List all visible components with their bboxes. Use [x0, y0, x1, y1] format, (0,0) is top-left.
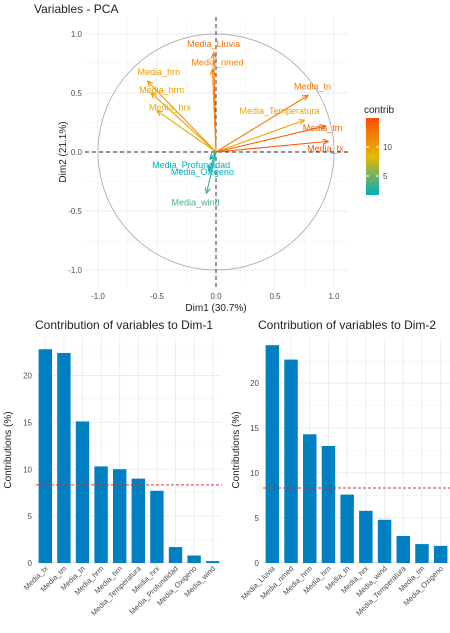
bar-y-tick-label: 5	[255, 514, 260, 523]
bar-media_oxigeno	[433, 545, 448, 563]
pca-y-tick-label: 0.0	[71, 148, 83, 157]
bar-media_tm	[415, 544, 429, 563]
legend-label-5: 5	[383, 172, 388, 181]
bar1-plot-area: 05101520Media_txMedia_tmMedia_tnMedia_hr…	[22, 338, 222, 618]
arrow-media_hrm	[150, 92, 217, 153]
bar-media_tm	[57, 353, 71, 563]
bar-media_nmed	[284, 359, 298, 563]
pca-y-tick-label: -0.5	[68, 207, 82, 216]
pca-xlabel: Dim1 (30.7%)	[185, 303, 246, 314]
pca-variable-arrows	[146, 51, 330, 195]
bar-media_temperatura	[396, 536, 410, 563]
bar-media_wind	[206, 561, 220, 563]
legend-label-10: 10	[383, 143, 392, 152]
pca-ylabel: Dim2 (21.1%)	[58, 121, 69, 182]
arrow-media_tm	[215, 125, 326, 153]
bar-media_tn	[75, 421, 90, 563]
bar-y-tick-label: 15	[250, 424, 259, 433]
bar-media_hrm	[303, 434, 317, 563]
bar-media_hrm	[94, 466, 108, 563]
bar-y-tick-label: 10	[250, 469, 259, 478]
pca-x-tick-label: -0.5	[150, 292, 164, 301]
arrowhead-media_hrx	[155, 109, 164, 117]
bar-y-tick-label: 20	[250, 379, 259, 388]
bar-media_oxigeno	[187, 555, 201, 563]
pca-x-tick-label: -1.0	[91, 292, 105, 301]
pca-variable-labels: Media_Lluvia Media_nmed Media_hrn Media_hrm…	[138, 39, 345, 207]
pca-y-tick-label: 0.5	[71, 89, 83, 98]
label-media_tx: Media_tx	[307, 143, 344, 153]
arrowhead-media_hrm	[150, 92, 158, 99]
bar-media_temperatura	[131, 478, 145, 563]
bar-y-tick-label: 0	[28, 559, 33, 568]
bar2-plot-area: 05101520Media_LluviaMedia_nmedMedia_hrmM…	[239, 338, 450, 618]
pca-variables-chart: Variables - PCA -1.0 -1.0 -0.5 -0.5 0.0 0.0 0.…	[34, 2, 394, 314]
arrowhead-media_hrn	[146, 80, 154, 88]
arrowhead-media_tn	[302, 94, 310, 101]
bar1-ylabel: Contributions (%)	[3, 411, 14, 488]
bar-media_profundidad	[168, 547, 183, 563]
label-media_tm: Media_tm	[303, 123, 343, 133]
arrowhead-media_tx	[322, 138, 330, 145]
label-media_profundidad: Media_Profundidad	[152, 160, 230, 170]
pca-x-tick-label: 1.0	[328, 292, 340, 301]
arrow-media_nmed	[211, 69, 217, 153]
bar-y-tick-label: 15	[23, 418, 32, 427]
arrow-media_tn	[215, 94, 309, 153]
bar-media_lluvia	[265, 345, 280, 563]
bar-y-tick-label: 5	[28, 512, 33, 521]
bar-media_wind	[377, 519, 392, 563]
arrowhead-media_lluvia	[210, 51, 217, 59]
label-media_tn: Media_tn	[294, 81, 331, 91]
bar2-title: Contribution of variables to Dim-2	[258, 318, 436, 332]
bar-y-tick-label: 10	[23, 465, 32, 474]
pca-y-tick-label: -1.0	[68, 266, 82, 275]
label-media_lluvia: Media_Lluvia	[187, 39, 240, 49]
label-media_wind: Media_wind	[172, 197, 220, 207]
label-media_hrn: Media_hrn	[138, 67, 181, 77]
arrow-media_tx	[215, 140, 329, 153]
contrib-legend: contrib 10 5	[364, 105, 394, 195]
label-media_hrx: Media_hrx	[149, 103, 192, 113]
arrow-media_hrx	[156, 110, 217, 153]
bar-media_hrn	[321, 446, 336, 563]
pca-x-tick-label: 0.0	[210, 292, 222, 301]
arrowhead-media_temperatura	[298, 118, 306, 125]
dim1-contribution-chart: Contribution of variables to Dim-1 Contr…	[3, 318, 222, 618]
arrowhead-media_tm	[319, 124, 327, 131]
bar-media_hrn	[113, 469, 127, 563]
bar1-title: Contribution of variables to Dim-1	[35, 318, 213, 332]
legend-title: contrib	[364, 105, 394, 116]
label-media_oxigeno: Media_Oxigeno	[171, 167, 234, 177]
pca-y-tick-label: 1.0	[71, 30, 83, 39]
arrow-media_wind	[206, 151, 217, 194]
arrowhead-media_wind	[204, 187, 211, 195]
bar-y-tick-label: 20	[23, 372, 32, 381]
bar-media_tx	[38, 349, 52, 563]
dim2-contribution-chart: Contribution of variables to Dim-2 Contr…	[231, 318, 450, 618]
arrow-media_hrn	[147, 80, 217, 153]
label-media_temperatura: Media_Temperatura	[240, 106, 320, 116]
label-media_nmed: Media_nmed	[191, 57, 243, 67]
bar-y-tick-label: 0	[255, 559, 260, 568]
pca-x-tick-label: 0.5	[269, 292, 281, 301]
bar2-ylabel: Contributions (%)	[231, 411, 242, 488]
bar-media_tn	[340, 494, 354, 563]
arrowhead-media_nmed	[209, 68, 216, 76]
arrow-media_temperatura	[215, 119, 305, 153]
pca-tick-labels: -1.0 -1.0 -0.5 -0.5 0.0 0.0 0.5 0.5 1.0 1.0	[68, 30, 340, 301]
bar-media_hrx	[359, 510, 373, 563]
pca-title: Variables - PCA	[34, 2, 118, 16]
legend-colorbar	[366, 118, 379, 195]
label-media_hrm: Media_hrm	[139, 85, 184, 95]
bar-media_hrx	[150, 490, 164, 563]
